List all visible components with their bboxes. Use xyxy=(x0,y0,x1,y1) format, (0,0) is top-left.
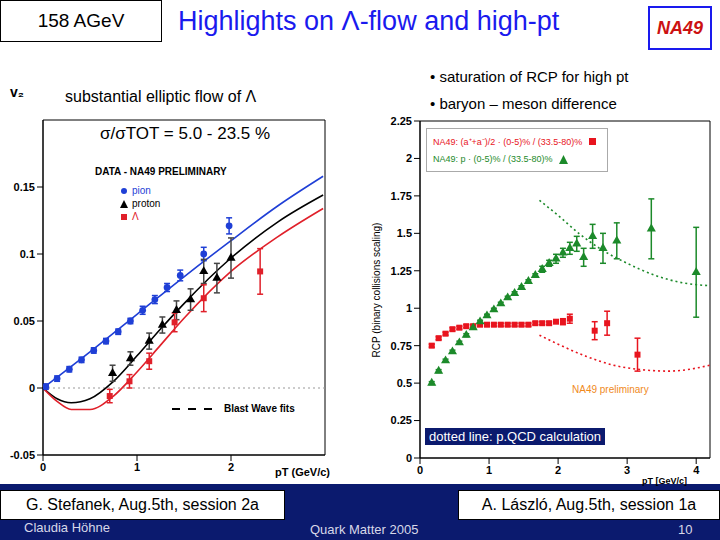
svg-text:0: 0 xyxy=(29,382,35,394)
html-text:NA49: (a⁺+a⁻)/2 · (0-5)% / (33: NA49: (a⁺+a⁻)/2 · (0-5)% / (33.5-80)% xyxy=(433,136,583,147)
svg-text:2: 2 xyxy=(406,152,412,164)
svg-text:1.5: 1.5 xyxy=(397,227,412,239)
html-text:NA49: p · (0-5)% / (33.5-80)%: NA49: p · (0-5)% / (33.5-80)% xyxy=(433,154,553,164)
html-text:NA49: NA49 xyxy=(657,17,703,38)
svg-text:0.1: 0.1 xyxy=(20,248,35,260)
svg-text:0.25: 0.25 xyxy=(391,414,412,426)
html-text:DATA - NA49 PRELIMINARY: DATA - NA49 PRELIMINARY xyxy=(95,166,227,177)
svg-text:1: 1 xyxy=(134,461,140,473)
html-text:G. Stefanek, Aug.5th, session: G. Stefanek, Aug.5th, session 2a xyxy=(26,496,259,513)
html-text:A. László, Aug.5th, session 1a: A. László, Aug.5th, session 1a xyxy=(481,496,697,513)
svg-text:-0.05: -0.05 xyxy=(10,449,35,461)
svg-text:3: 3 xyxy=(624,464,630,476)
svg-text:1.75: 1.75 xyxy=(391,190,412,202)
svg-text:0: 0 xyxy=(406,452,412,464)
svg-text:0: 0 xyxy=(40,461,46,473)
html-text:RCP (binary collisions scaling: RCP (binary collisions scaling) xyxy=(370,222,382,358)
html-text:pT [GeV/c]: pT [GeV/c] xyxy=(642,476,687,486)
html-text:pion: pion xyxy=(132,185,151,196)
svg-text:2: 2 xyxy=(555,464,561,476)
html-text:10: 10 xyxy=(678,522,693,537)
html-text:Quark Matter 2005: Quark Matter 2005 xyxy=(310,522,419,537)
svg-text:1: 1 xyxy=(406,302,412,314)
svg-text:4: 4 xyxy=(693,464,700,476)
svg-text:1: 1 xyxy=(486,464,492,476)
svg-text:1.25: 1.25 xyxy=(391,265,412,277)
svg-text:0: 0 xyxy=(417,464,423,476)
html-text:pT (GeV/c): pT (GeV/c) xyxy=(275,466,330,478)
svg-text:2: 2 xyxy=(228,461,234,473)
svg-text:2.25: 2.25 xyxy=(391,115,412,127)
svg-text:0.5: 0.5 xyxy=(397,377,412,389)
html-text:Blast Wave fits: Blast Wave fits xyxy=(224,403,295,414)
html-text:v₂: v₂ xyxy=(10,84,24,100)
html-text:proton: proton xyxy=(132,198,161,209)
svg-text:0.05: 0.05 xyxy=(14,315,35,327)
html-text:Highlights on Λ-flow and high-: Highlights on Λ-flow and high-pt xyxy=(178,6,560,36)
html-text:Claudia Höhne: Claudia Höhne xyxy=(24,520,110,535)
html-text:substantial elliptic flow of Λ: substantial elliptic flow of Λ xyxy=(65,88,257,105)
html-text:• saturation of RCP for high p: • saturation of RCP for high pt xyxy=(430,68,629,85)
html-text:dotted line: p.QCD calculation: dotted line: p.QCD calculation xyxy=(429,429,601,444)
html-text:Λ: Λ xyxy=(132,211,139,222)
html-text:158 AGeV: 158 AGeV xyxy=(37,10,125,31)
html-text:• baryon – meson difference: • baryon – meson difference xyxy=(430,95,617,112)
svg-text:0.15: 0.15 xyxy=(14,181,35,193)
svg-text:0.75: 0.75 xyxy=(391,340,412,352)
html-text:σ/σTOT = 5.0 - 23.5 %: σ/σTOT = 5.0 - 23.5 % xyxy=(100,124,271,143)
html-text:NA49 preliminary: NA49 preliminary xyxy=(572,384,649,395)
